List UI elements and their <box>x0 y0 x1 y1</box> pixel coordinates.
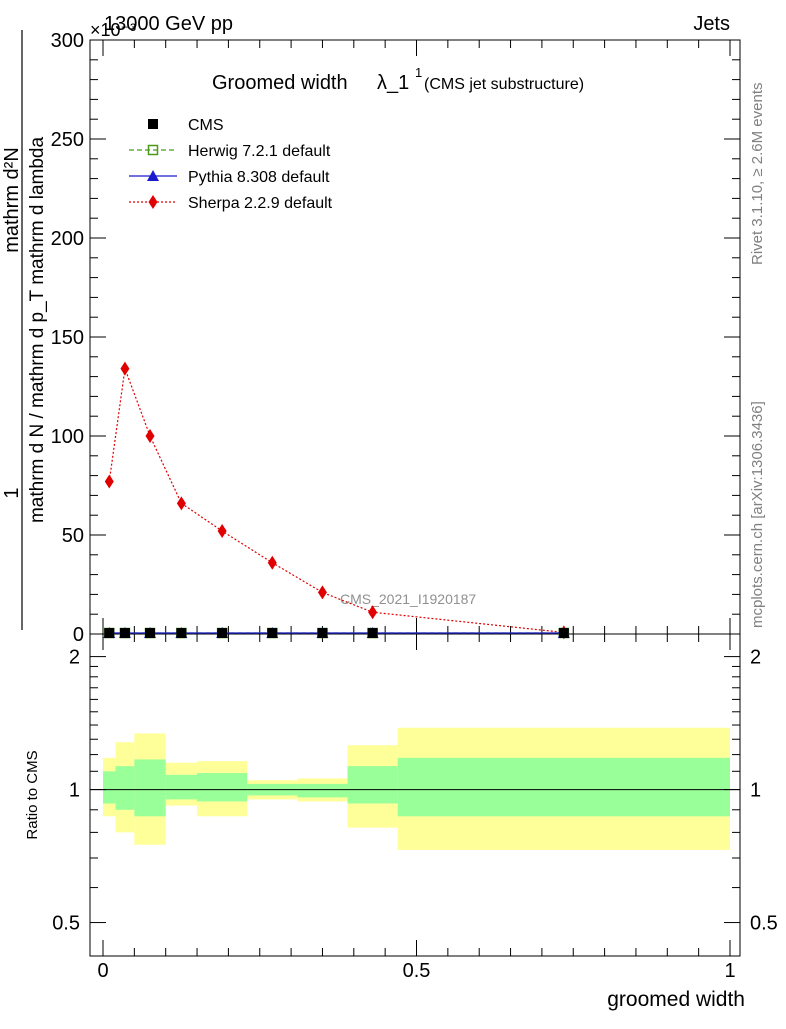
x-tick-label: 0 <box>97 960 108 982</box>
data-point <box>367 628 378 639</box>
data-point <box>267 628 278 639</box>
header-jets-label: Jets <box>693 13 730 35</box>
plot-title-math: λ_1 <box>377 72 409 94</box>
data-point <box>217 628 228 639</box>
ratio-uncertainty-bands <box>90 727 740 850</box>
x-tick-label: 0.5 <box>403 960 431 982</box>
series-pythia-8-308-default <box>103 627 570 639</box>
stat-uncertainty-band <box>397 757 730 817</box>
series-sherpa-2-2-9-default <box>104 361 569 640</box>
x-axis-label: groomed width <box>607 988 745 1011</box>
y-tick-label: 300 <box>51 30 84 52</box>
y-label-denominator: mathrm d N / mathrm d p_T mathrm d lambd… <box>27 137 48 524</box>
mcplots-label: mcplots.cern.ch [arXiv:1306.3436] <box>749 401 766 628</box>
legend-entry: Sherpa 2.2.9 default <box>129 195 333 212</box>
main-y-axis-label: 1 mathrm d²N mathrm d N / mathrm d p_T m… <box>1 30 48 630</box>
ratio-y-tick-label-right: 1 <box>750 780 761 802</box>
data-point <box>120 361 130 376</box>
stat-uncertainty-band <box>297 783 348 798</box>
data-point <box>217 524 227 539</box>
stat-uncertainty-band <box>115 766 135 810</box>
y-label-numerator: mathrm d²N <box>1 147 23 253</box>
plot-title-text: Groomed width <box>212 72 348 94</box>
data-point <box>145 429 155 443</box>
stat-uncertainty-band <box>347 766 398 804</box>
rivet-version-label: Rivet 3.1.10, ≥ 2.6M events <box>749 83 766 266</box>
legend-label: Herwig 7.2.1 default <box>188 143 331 160</box>
header-exponent-label: ×10⁻³ <box>90 20 136 40</box>
y-tick-label: 150 <box>51 327 84 349</box>
legend-label: Pythia 8.308 default <box>188 169 330 186</box>
legend-label: Sherpa 2.2.9 default <box>188 195 333 212</box>
legend-marker <box>147 144 159 156</box>
legend-marker <box>148 195 158 209</box>
analysis-watermark: CMS_2021_I1920187 <box>340 591 476 607</box>
ratio-y-tick-label-left: 1 <box>69 780 80 802</box>
data-point <box>119 628 130 639</box>
legend-marker <box>148 119 158 129</box>
ratio-y-tick-label-right: 0.5 <box>750 913 778 935</box>
ratio-plot-frame <box>89 633 741 957</box>
data-point <box>267 555 277 570</box>
y-tick-label: 200 <box>51 228 84 250</box>
data-point <box>104 474 114 489</box>
stat-uncertainty-band <box>134 759 166 817</box>
y-tick-label: 250 <box>51 129 84 151</box>
stat-uncertainty-band <box>103 771 116 804</box>
plot-title: Groomed width λ_1 1 (CMS jet substructur… <box>212 65 584 94</box>
series-cms <box>104 628 569 639</box>
y-label-one: 1 <box>1 487 23 498</box>
data-point <box>558 628 569 639</box>
ratio-y-tick-label-left: 2 <box>69 647 80 669</box>
plot-subtitle: (CMS jet substructure) <box>424 76 584 93</box>
stat-uncertainty-band <box>165 774 198 800</box>
stat-uncertainty-band <box>197 773 248 802</box>
series-line <box>108 368 564 634</box>
ratio-y-axis-label: Ratio to CMS <box>24 750 41 839</box>
data-point <box>176 628 187 639</box>
x-tick-label: 1 <box>724 960 735 982</box>
header-energy-label: 13000 GeV pp <box>104 13 233 35</box>
legend-entry: Herwig 7.2.1 default <box>129 143 331 160</box>
y-tick-label: 50 <box>62 525 84 547</box>
y-tick-label: 0 <box>73 624 84 646</box>
legend-marker <box>147 170 159 181</box>
legend-label: CMS <box>188 117 224 134</box>
legend-entry: Pythia 8.308 default <box>129 169 330 186</box>
plot-title-superscript: 1 <box>415 65 422 80</box>
ratio-y-tick-label-right: 2 <box>750 647 761 669</box>
data-point <box>104 628 115 639</box>
ratio-y-tick-label-left: 0.5 <box>52 913 80 935</box>
y-tick-label: 100 <box>51 426 84 448</box>
ratio-axis-ticks: 0.5 0.5 1 1 2 2 0 0.5 1 <box>52 634 778 982</box>
data-point <box>317 585 327 600</box>
data-point <box>317 628 328 639</box>
legend: CMS Herwig 7.2.1 default Pythia 8.308 defa… <box>129 117 333 212</box>
legend-entry: CMS <box>148 117 224 134</box>
data-point <box>176 496 186 511</box>
data-series <box>103 361 570 640</box>
data-point <box>368 605 378 620</box>
main-axis-ticks: 0 50 100 150 200 250 300 <box>51 30 740 646</box>
data-point <box>145 628 156 639</box>
